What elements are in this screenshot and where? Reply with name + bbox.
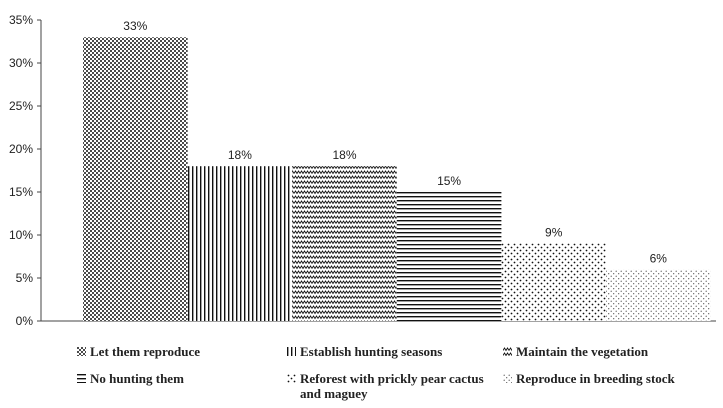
- legend-swatch-5: [287, 374, 296, 383]
- legend-swatch-2: [287, 347, 296, 356]
- data-label-3: 18%: [332, 148, 356, 162]
- legend-item-1: Let them reproduce: [77, 344, 267, 359]
- legend-item-3: Maintain the vegetation: [503, 344, 703, 359]
- legend-label-5: Reforest with prickly pear cactus and ma…: [300, 371, 484, 401]
- legend-swatch-6: [503, 374, 512, 383]
- legend-label-3: Maintain the vegetation: [516, 344, 649, 359]
- y-tick-label: 0%: [16, 314, 34, 328]
- y-tick-label: 30%: [9, 56, 33, 70]
- y-tick-label: 10%: [9, 228, 33, 242]
- legend-swatch-1: [77, 347, 86, 356]
- data-label-4: 15%: [437, 174, 461, 188]
- y-tick-label: 15%: [9, 185, 33, 199]
- y-tick-label: 5%: [16, 271, 34, 285]
- y-tick-label: 25%: [9, 99, 33, 113]
- data-label-2: 18%: [228, 148, 252, 162]
- y-tick-label: 20%: [9, 142, 33, 156]
- legend-label-6: Reproduce in breeding stock: [516, 371, 675, 386]
- data-label-6: 6%: [650, 251, 668, 265]
- bar-5: [501, 243, 606, 321]
- bar-2: [187, 166, 293, 321]
- bar-4: [396, 192, 502, 321]
- y-tick-label: 35%: [9, 13, 33, 27]
- bars: [83, 37, 711, 321]
- legend-item-5: Reforest with prickly pear cactus and ma…: [287, 371, 487, 401]
- bar-3: [292, 166, 397, 321]
- legend-label-2: Establish hunting seasons: [300, 344, 443, 359]
- bar-1: [83, 37, 188, 321]
- legend-item-4: No hunting them: [77, 371, 267, 386]
- data-label-5: 9%: [545, 226, 563, 240]
- legend-item-6: Reproduce in breeding stock: [503, 371, 713, 386]
- legend-swatch-4: [77, 374, 86, 383]
- data-labels: 33% 18% 18% 15% 9% 6%: [123, 19, 667, 265]
- data-label-1: 33%: [123, 19, 147, 33]
- legend-item-2: Establish hunting seasons: [287, 344, 487, 359]
- bar-6: [606, 269, 711, 321]
- legend-label-4: No hunting them: [90, 371, 184, 386]
- legend-swatch-3: [503, 347, 512, 356]
- legend-label-1: Let them reproduce: [90, 344, 200, 359]
